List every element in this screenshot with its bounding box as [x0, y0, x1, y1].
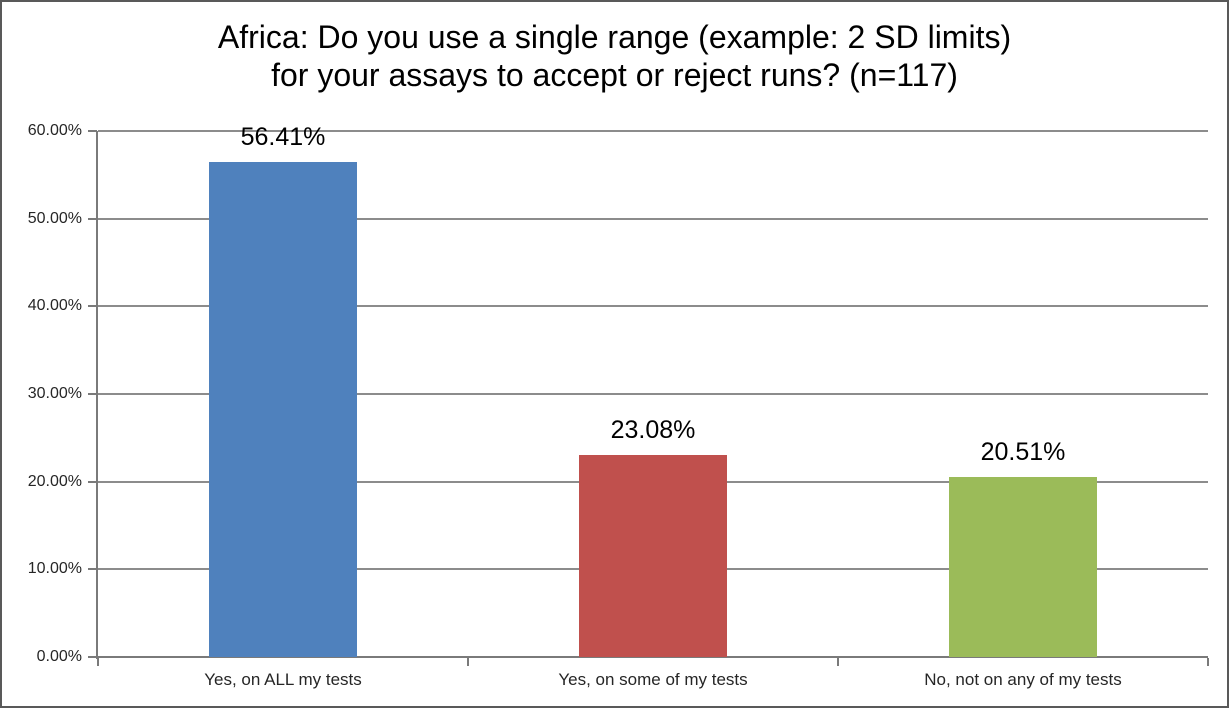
- x-tick-3: [1207, 658, 1209, 666]
- category-label-2: Yes, on some of my tests: [558, 670, 748, 689]
- y-tick-label-60.00%: 60.00%: [27, 122, 82, 139]
- y-tick-10.00%: [88, 568, 97, 571]
- x-axis-line: [98, 656, 1208, 658]
- bar-3: [949, 477, 1097, 657]
- y-tick-20.00%: [88, 480, 97, 483]
- y-tick-label-10.00%: 10.00%: [27, 560, 82, 578]
- gridline-60.00%: [98, 130, 1208, 132]
- bar-2: [579, 454, 727, 657]
- y-tick-40.00%: [88, 305, 97, 308]
- y-tick-label-20.00%: 20.00%: [27, 472, 82, 490]
- bar-value-label-2: 23.08%: [610, 415, 696, 444]
- y-axis-line: [96, 131, 98, 659]
- bar-1: [209, 162, 357, 657]
- y-tick-label-40.00%: 40.00%: [27, 297, 82, 315]
- plot-area: 56.41% 23.08% 20.51%: [88, 123, 1209, 666]
- gridline-50.00%: [98, 217, 1208, 220]
- category-label-1: Yes, on ALL my tests: [204, 670, 362, 689]
- bar-value-label-1: 56.41%: [240, 123, 326, 152]
- chart-title-line1: Africa: Do you use a single range (examp…: [217, 19, 1012, 55]
- y-tick-0.00%: [88, 656, 97, 658]
- bar-value-label-3: 20.51%: [980, 438, 1066, 467]
- y-tick-label-0.00%: 0.00%: [36, 648, 82, 665]
- chart-title: Africa: Do you use a single range (examp…: [2, 18, 1227, 94]
- x-tick-1: [467, 658, 469, 666]
- y-tick-label-50.00%: 50.00%: [27, 209, 82, 227]
- y-tick-label-30.00%: 30.00%: [27, 385, 82, 402]
- gridline-30.00%: [98, 393, 1208, 395]
- x-tick-0: [97, 658, 99, 666]
- chart-title-line2: for your assays to accept or reject runs…: [271, 57, 958, 93]
- x-tick-2: [837, 658, 839, 666]
- y-tick-50.00%: [88, 217, 97, 220]
- gridline-40.00%: [98, 305, 1208, 308]
- y-tick-30.00%: [88, 393, 97, 395]
- category-label-3: No, not on any of my tests: [924, 670, 1122, 689]
- y-tick-60.00%: [88, 130, 97, 132]
